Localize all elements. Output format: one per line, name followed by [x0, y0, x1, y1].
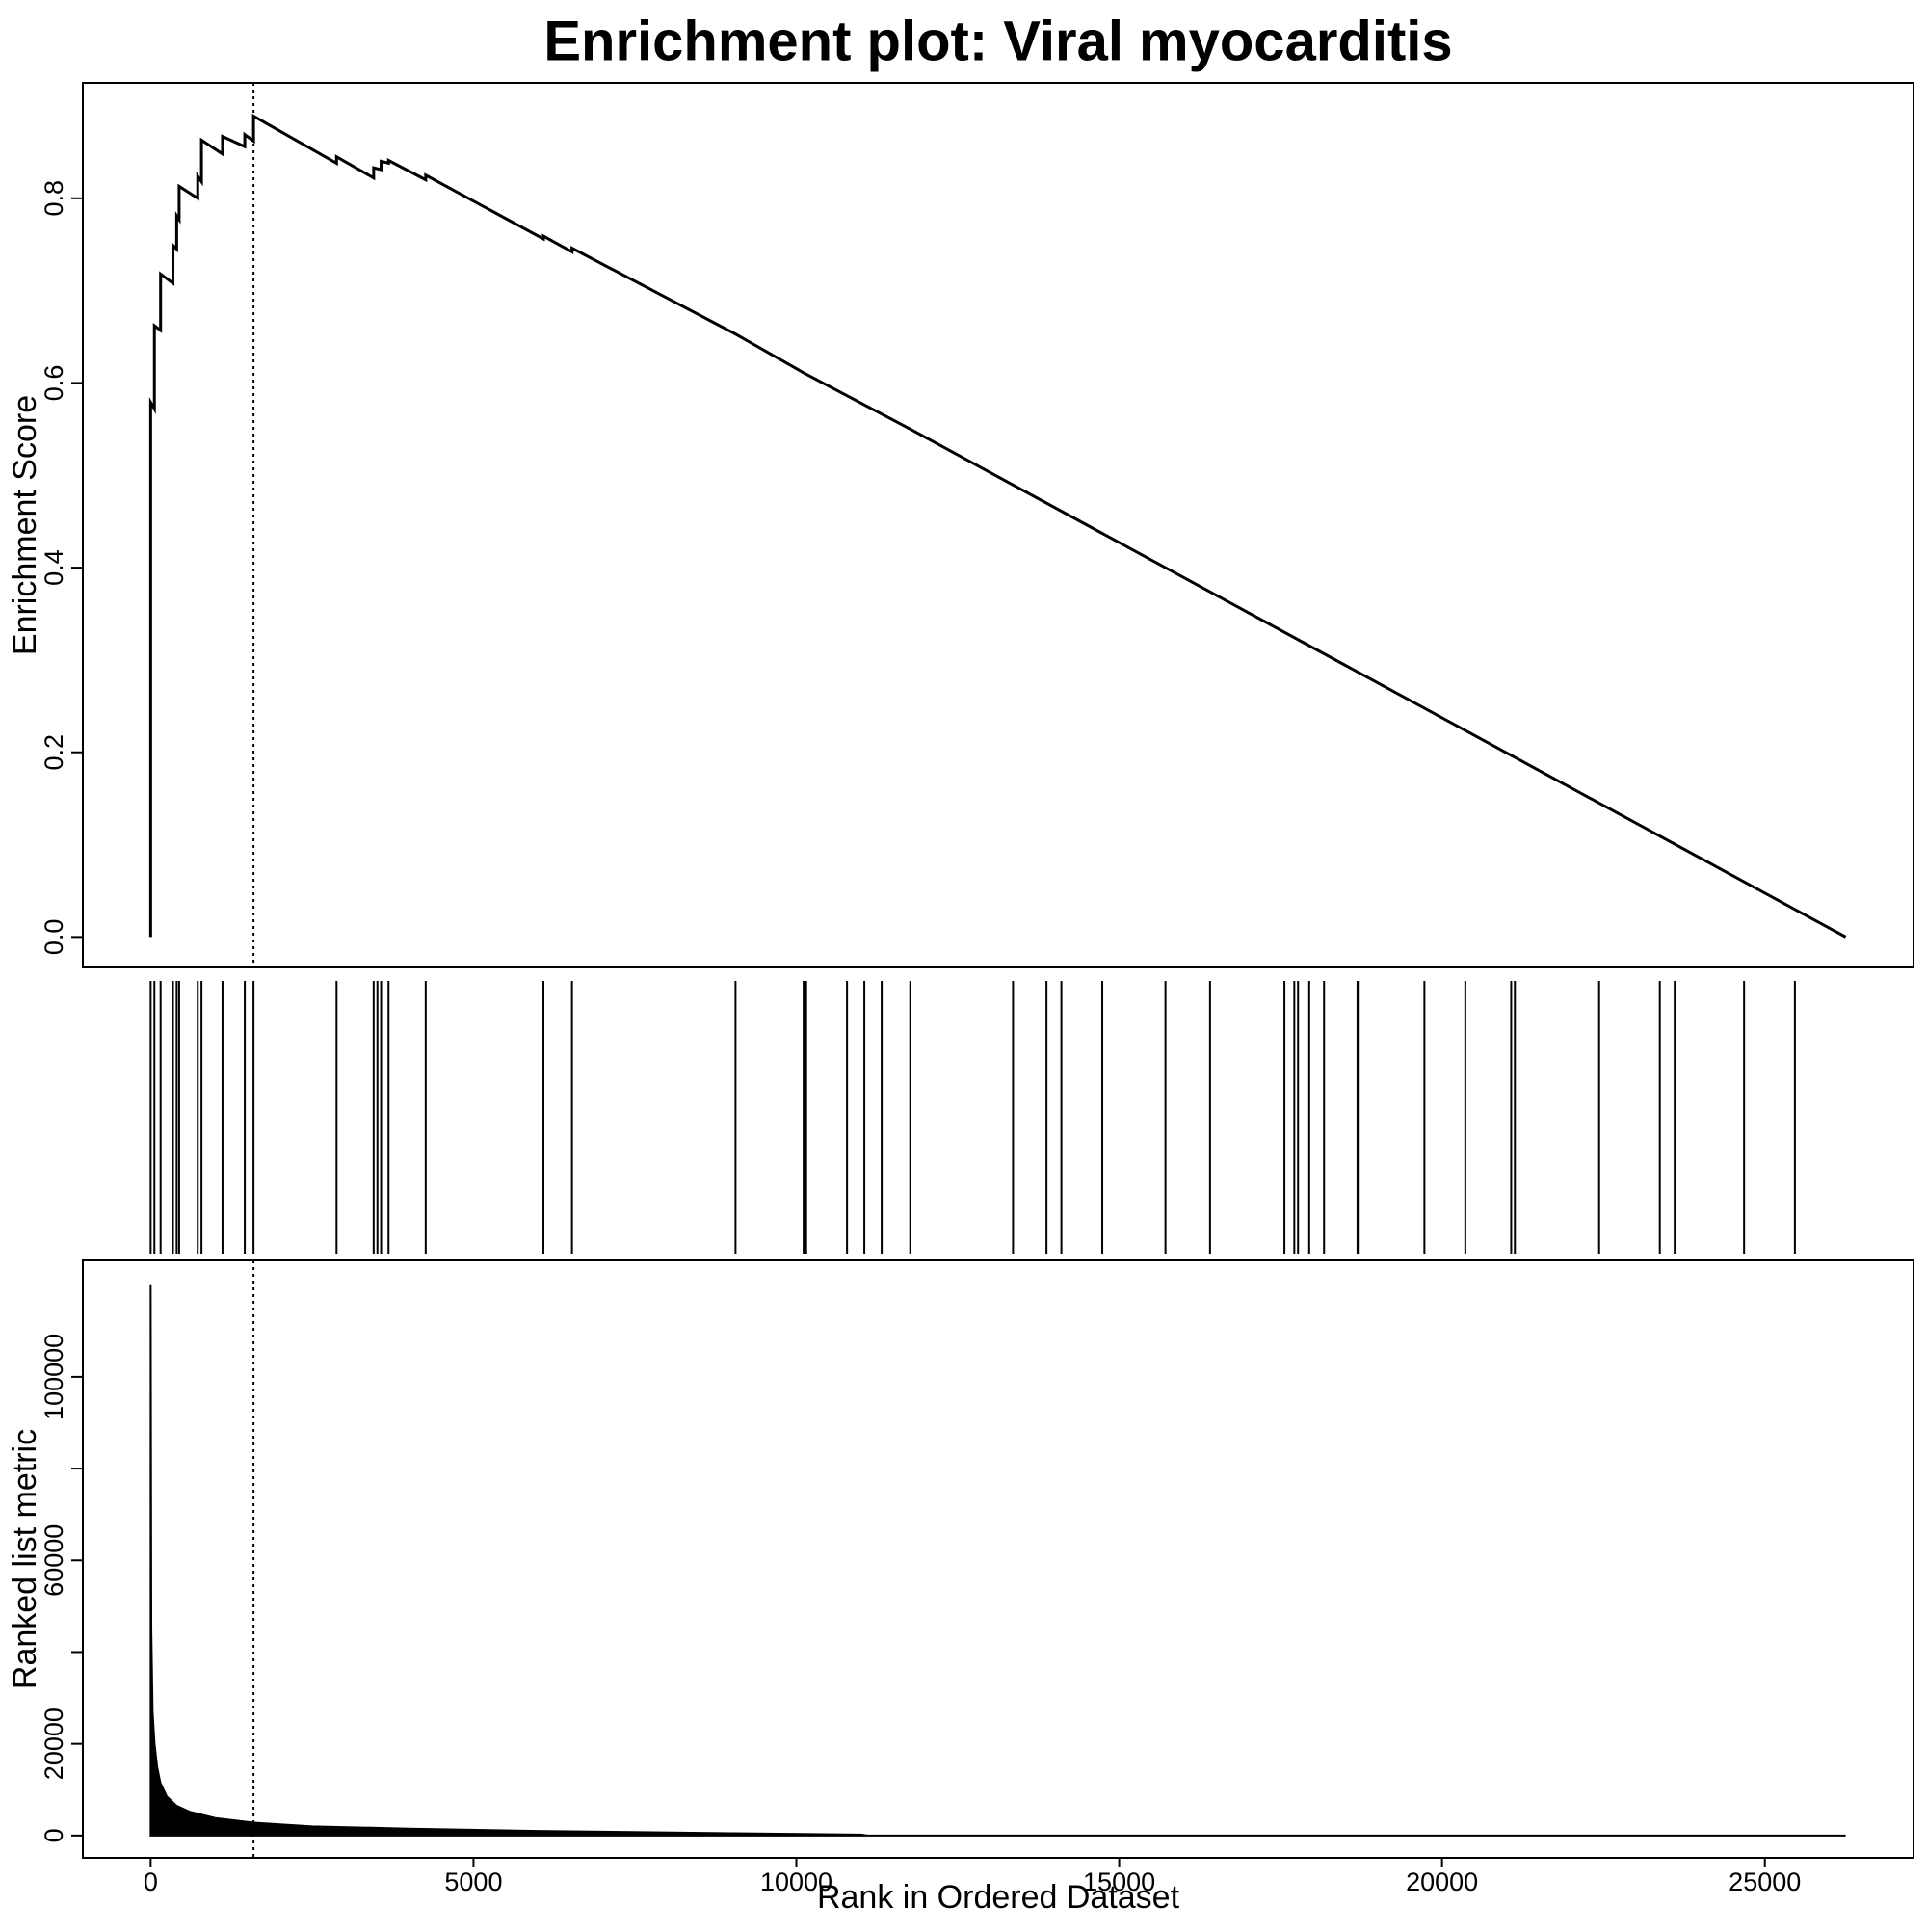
x-tick-label: 20000	[1406, 1867, 1478, 1896]
y-tick-label: 60000	[40, 1524, 68, 1597]
y-tick-label: 100000	[40, 1334, 68, 1420]
x-axis-title: Rank in Ordered Dataset	[817, 1879, 1180, 1916]
y-tick-label: 0.6	[40, 365, 68, 402]
es-curve	[148, 113, 1847, 939]
chart-title: Enrichment plot: Viral myocarditis	[543, 10, 1452, 72]
y-tick-label: 0.4	[40, 549, 68, 586]
plot-frame	[82, 82, 1914, 968]
x-tick-label: 10000	[760, 1867, 832, 1896]
y-tick-label: 0.0	[40, 919, 68, 956]
y-axis-title: Ranked list metric	[7, 1429, 43, 1689]
y-tick-label: 0	[40, 1828, 68, 1842]
metric-area	[149, 1284, 1846, 1837]
y-tick-label: 0.8	[40, 180, 68, 217]
plot-frame	[82, 1259, 1914, 1859]
x-tick-label: 15000	[1083, 1867, 1155, 1896]
x-tick-label: 25000	[1729, 1867, 1801, 1896]
y-axis-title: Enrichment Score	[7, 395, 43, 655]
y-tick-label: 0.2	[40, 734, 68, 771]
y-tick-label: 20000	[40, 1707, 68, 1780]
x-tick-label: 0	[144, 1867, 158, 1896]
x-tick-label: 5000	[444, 1867, 502, 1896]
